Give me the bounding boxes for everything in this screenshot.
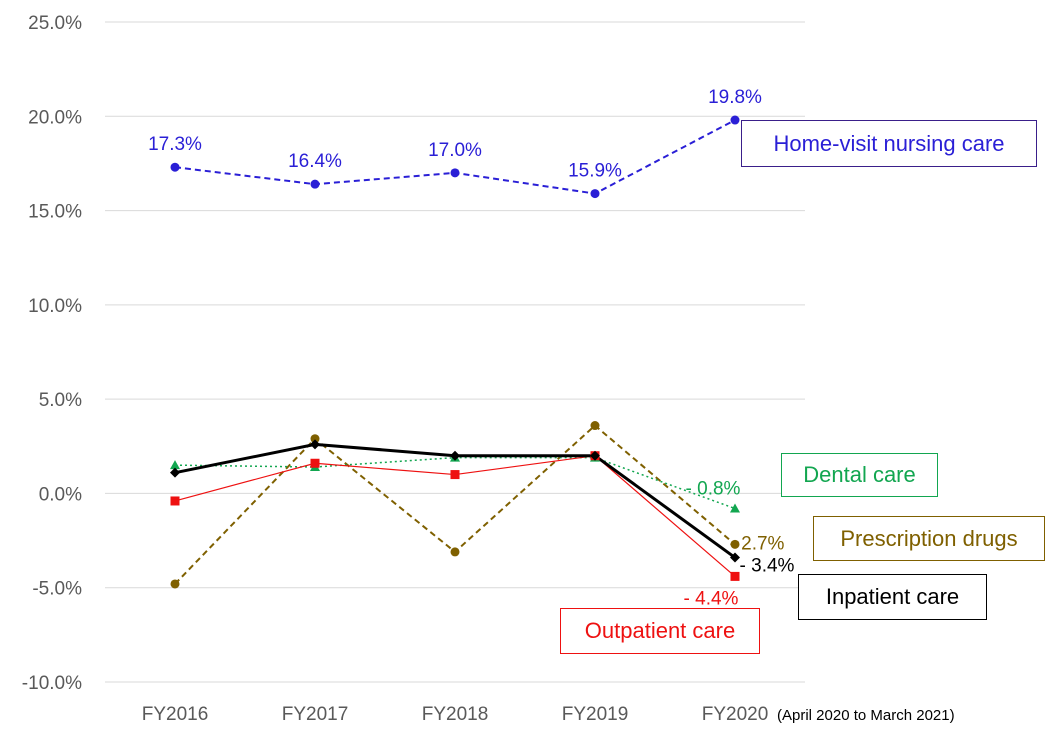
marker-drugs [730, 539, 740, 549]
x-tick-label: FY2016 [142, 704, 209, 725]
marker-drugs [450, 547, 460, 557]
marker-outpatient [450, 470, 460, 480]
marker-drugs [170, 579, 180, 589]
y-tick-label: 0.0% [39, 484, 82, 505]
marker-dental [730, 503, 740, 513]
series-lines [174, 119, 736, 585]
marker-home [170, 162, 180, 172]
legend-outpatient-care: Outpatient care [560, 608, 760, 654]
y-axis-ticks: 25.0% 20.0% 15.0% 10.0% 5.0% 0.0% -5.0% -10.0% [22, 13, 82, 694]
y-tick-label: 15.0% [28, 202, 82, 223]
marker-home [730, 115, 740, 125]
y-tick-label: -5.0% [32, 579, 82, 600]
legend-inpatient-care: Inpatient care [798, 574, 987, 620]
series-markers [170, 115, 740, 589]
data-label-inpatient: - 3.4% [740, 556, 795, 577]
gridlines [105, 21, 805, 683]
marker-outpatient [310, 458, 320, 468]
marker-outpatient [170, 496, 180, 506]
marker-drugs [590, 421, 600, 431]
x-tick-label: FY2020 [702, 704, 769, 725]
legend-home-visit-nursing-care: Home-visit nursing care [741, 120, 1037, 167]
x-tick-note: (April 2020 to March 2021) [777, 707, 955, 724]
marker-inpatient [170, 467, 180, 478]
data-label-home: 19.8% [708, 87, 762, 108]
y-tick-label: 10.0% [28, 296, 82, 317]
legend-prescription-drugs: Prescription drugs [813, 516, 1045, 561]
data-label-dental: - 0.8% [686, 479, 741, 500]
marker-home [310, 179, 320, 189]
x-tick-label: FY2019 [562, 704, 629, 725]
y-tick-label: 20.0% [28, 107, 82, 128]
x-axis-ticks: FY2016 FY2017 FY2018 FY2019 FY2020 (April 202… [142, 704, 955, 725]
marker-inpatient [450, 450, 460, 461]
marker-drugs [310, 434, 320, 444]
data-label-home: 17.0% [428, 140, 482, 161]
marker-inpatient [730, 552, 740, 563]
x-tick-label: FY2018 [422, 704, 489, 725]
marker-dental [170, 460, 180, 470]
series-line-dental [174, 456, 736, 510]
marker-inpatient [310, 439, 320, 450]
x-tick-label: FY2017 [282, 704, 349, 725]
marker-outpatient [730, 571, 740, 581]
y-tick-label: 5.0% [39, 390, 82, 411]
data-labels: - 2.7% - 0.8% - 4.4%- 3.4% 17.3% 16.4% 17.0% 1… [148, 87, 794, 609]
marker-home [590, 189, 600, 199]
marker-home [450, 168, 460, 178]
data-label-outpatient: - 4.4% [684, 588, 739, 609]
legend-dental-care: Dental care [781, 453, 938, 497]
data-label-drugs: - 2.7% [730, 533, 785, 554]
marker-inpatient [590, 450, 600, 461]
y-tick-label: 25.0% [28, 13, 82, 34]
data-label-home: 17.3% [148, 134, 202, 155]
y-tick-label: -10.0% [22, 673, 82, 694]
data-label-home: 16.4% [288, 151, 342, 172]
data-label-home: 15.9% [568, 161, 622, 182]
